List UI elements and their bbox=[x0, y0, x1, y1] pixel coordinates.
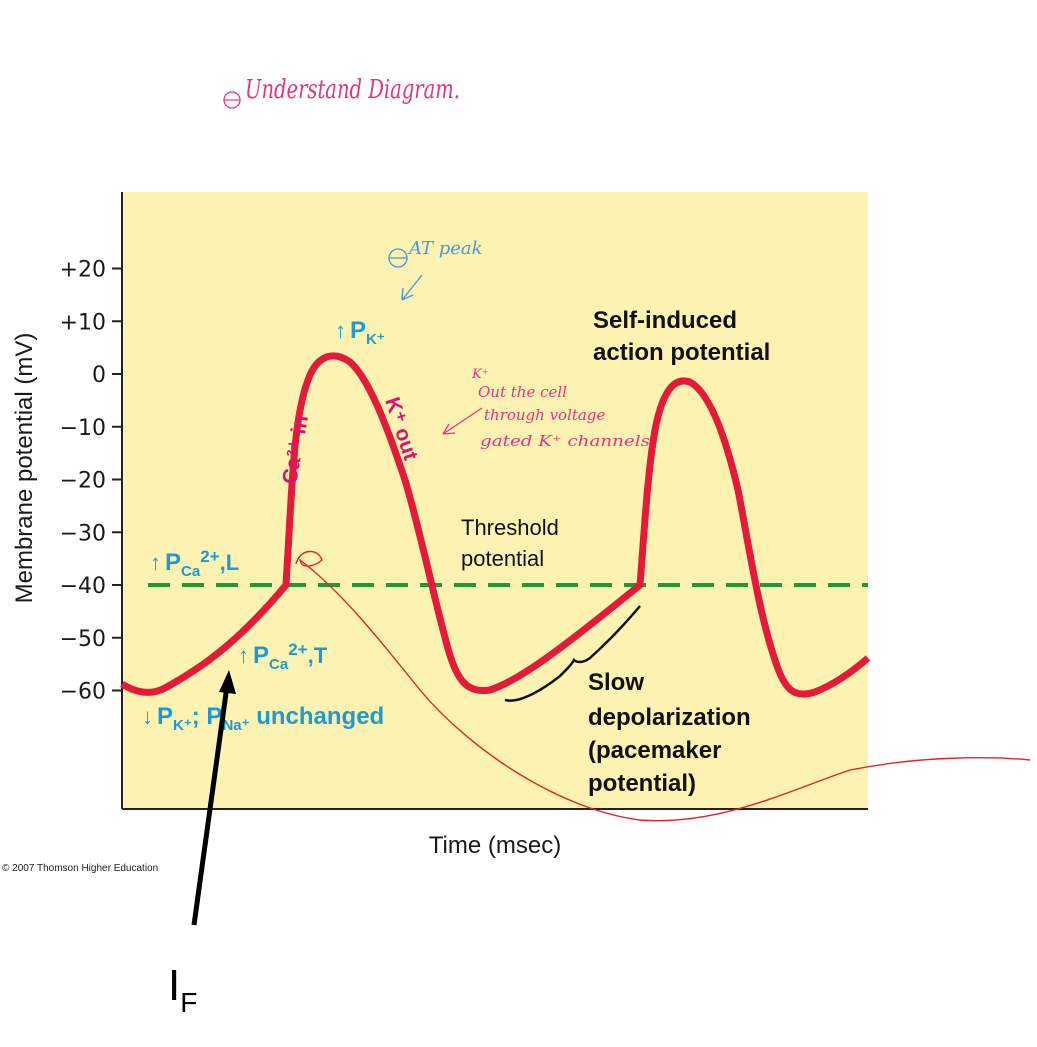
pca-t-increase-label: ↑ PCa2+,T bbox=[238, 640, 328, 673]
if-arrow-shaft bbox=[191, 685, 230, 926]
handwritten-at-peak: AT peak bbox=[388, 238, 483, 301]
pca-l-increase-label: ↑ PCa2+,L bbox=[150, 547, 239, 580]
threshold-label-line1: Threshold bbox=[461, 515, 559, 540]
copyright-notice: © 2007 Thomson Higher Education bbox=[2, 863, 158, 874]
y-axis-title: Membrane potential (mV) bbox=[11, 333, 38, 604]
if-label: IF bbox=[168, 961, 197, 1018]
y-tick-label: −40 bbox=[60, 574, 106, 599]
y-tick-label: −30 bbox=[60, 521, 106, 546]
svg-text:through voltage: through voltage bbox=[484, 406, 605, 424]
y-tick-label: −50 bbox=[60, 627, 106, 652]
handwritten-title: Understand Diagram. bbox=[223, 75, 460, 109]
handwritten-k-note: K⁺ Out the cell through voltage gated K⁺… bbox=[442, 367, 650, 450]
y-tick-label: −10 bbox=[60, 416, 106, 441]
handwritten-red-line bbox=[295, 550, 1031, 822]
plot-area bbox=[122, 192, 868, 809]
self-induced-label-line2: action potential bbox=[593, 339, 770, 366]
svg-text:AT peak: AT peak bbox=[407, 238, 483, 259]
membrane-potential-curve bbox=[120, 352, 871, 698]
slow-depolarization-line3: (pacemaker bbox=[588, 737, 721, 764]
if-arrow-head bbox=[219, 670, 236, 694]
y-tick-label: +10 bbox=[60, 310, 106, 335]
slow-depolarization-brace bbox=[504, 605, 641, 702]
y-tick-label: +20 bbox=[60, 258, 106, 283]
slow-depolarization-line2: depolarization bbox=[588, 704, 751, 731]
slow-depolarization-line1: Slow bbox=[588, 669, 644, 696]
svg-text:K⁺: K⁺ bbox=[471, 367, 489, 382]
self-induced-label-line1: Self-induced bbox=[593, 307, 737, 334]
y-axis-ticks: +20 +10 0 −10 −20 −30 −40 −50 −60 bbox=[60, 258, 122, 705]
svg-text:gated K⁺ channels: gated K⁺ channels bbox=[480, 432, 650, 450]
y-tick-label: −20 bbox=[60, 469, 106, 494]
pk-decrease-label: ↓ PK⁺; PNa⁺ unchanged bbox=[142, 703, 384, 734]
y-tick-label: 0 bbox=[92, 363, 106, 388]
svg-text:Understand Diagram.: Understand Diagram. bbox=[245, 75, 460, 105]
y-tick-label: −60 bbox=[60, 680, 106, 705]
x-axis-title: Time (msec) bbox=[429, 832, 561, 859]
pk-increase-label: ↑ PK⁺ bbox=[335, 317, 385, 348]
svg-text:Out the cell: Out the cell bbox=[478, 383, 567, 401]
slow-depolarization-line4: potential) bbox=[588, 770, 696, 797]
threshold-label-line2: potential bbox=[461, 546, 544, 571]
